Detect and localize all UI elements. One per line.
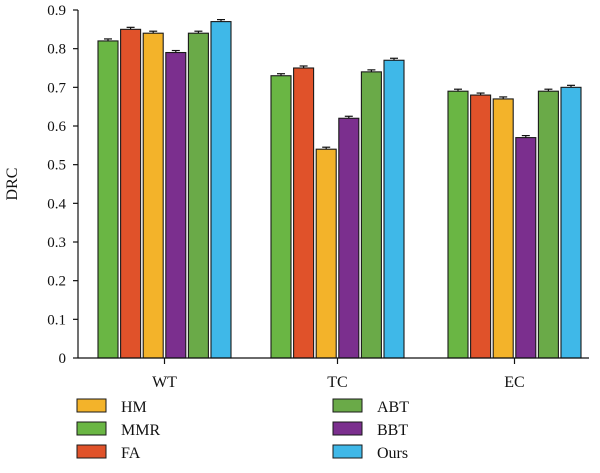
legend-swatch-fa <box>76 444 107 459</box>
x-axis-categories: WT TC EC <box>152 358 525 391</box>
bar-bbt-ec <box>515 137 537 359</box>
y-tick-label: 0 <box>59 351 67 367</box>
legend-swatch-abt <box>332 398 363 413</box>
y-tick-label: 0.9 <box>47 3 66 19</box>
legend-swatch-hm <box>76 398 107 413</box>
x-category-label: WT <box>152 374 177 391</box>
bar-ours-wt <box>210 21 232 359</box>
bar-hm-tc <box>315 148 337 359</box>
legend-label-fa: FA <box>121 445 141 462</box>
y-tick-label: 0.2 <box>47 274 66 290</box>
bar-mmr-wt <box>97 40 119 359</box>
legend-label-abt: ABT <box>377 399 409 416</box>
bar-fa-tc <box>293 67 315 359</box>
bar-mmr-tc <box>270 75 292 359</box>
x-category-label: TC <box>327 374 347 391</box>
bar-bbt-tc <box>338 117 360 359</box>
legend-swatch-ours <box>332 444 363 459</box>
legend-label-ours: Ours <box>377 445 408 462</box>
legend-swatch-bbt <box>332 421 363 436</box>
y-tick-label: 0.1 <box>47 312 66 328</box>
bar-ours-ec <box>560 86 582 359</box>
y-tick-label: 0.7 <box>47 80 66 96</box>
bar-abt-wt <box>187 32 209 359</box>
legend-swatch-mmr <box>76 421 107 436</box>
legend-label-mmr: MMR <box>121 422 160 439</box>
bars-group <box>97 19 582 359</box>
x-category-label: EC <box>504 374 524 391</box>
bar-ours-tc <box>383 59 405 359</box>
bar-fa-wt <box>120 28 142 359</box>
y-tick-label: 0.6 <box>47 119 66 135</box>
y-tick-label: 0.3 <box>47 235 66 251</box>
bar-bbt-wt <box>165 51 187 359</box>
legend-label-bbt: BBT <box>377 422 408 439</box>
bar-fa-ec <box>470 94 492 359</box>
legend: HM MMR FA ABT BBT Ours <box>76 398 409 462</box>
bar-hm-wt <box>142 32 164 359</box>
y-axis-ticks: 0 0.1 0.2 0.3 0.4 0.5 0.6 0.7 0.8 0.9 <box>47 3 78 367</box>
bar-abt-tc <box>360 71 382 359</box>
bar-mmr-ec <box>447 90 469 359</box>
axes <box>77 10 589 359</box>
y-tick-label: 0.5 <box>47 158 66 174</box>
y-tick-label: 0.8 <box>47 42 66 58</box>
bar-abt-ec <box>537 90 559 359</box>
bar-hm-ec <box>492 98 514 359</box>
legend-label-hm: HM <box>121 399 147 416</box>
y-axis-title: DRC <box>4 168 21 201</box>
y-tick-label: 0.4 <box>47 196 66 212</box>
